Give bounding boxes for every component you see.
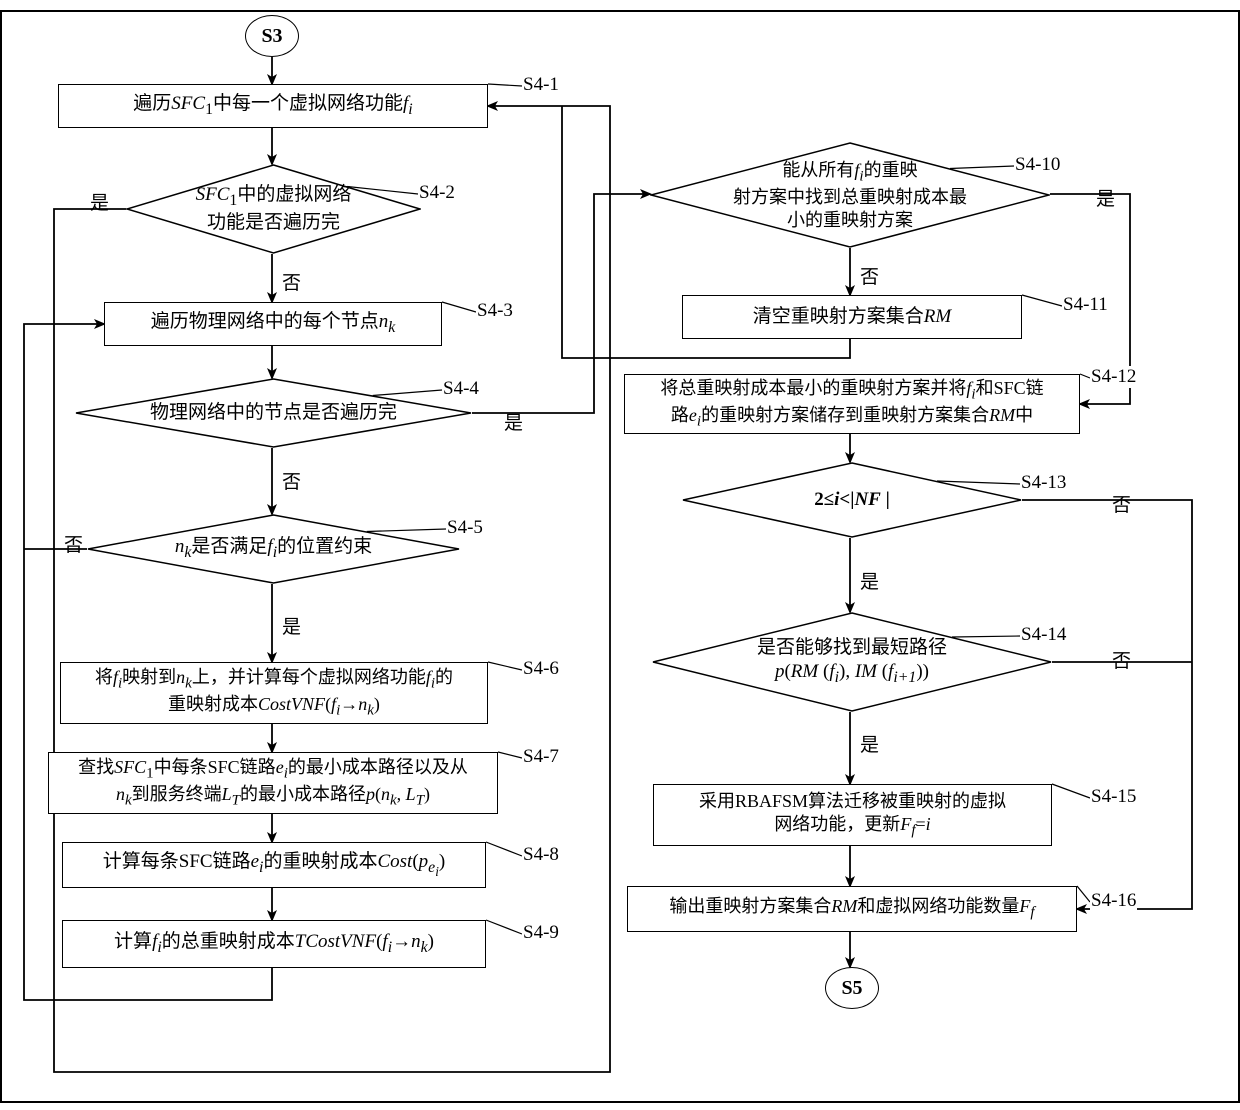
node-text-s4_5: nk是否满足fi的位置约束	[169, 535, 378, 563]
edge-label-s4_2_yes: 是	[90, 188, 109, 215]
node-text-s4_4: 物理网络中的节点是否遍历完	[144, 401, 403, 425]
node-s4_13: 2≤i<|NF |	[682, 462, 1022, 538]
tag-s4_7: S4-7	[522, 746, 560, 768]
node-s4_9: 计算fi的总重映射成本TCostVNF(fi→nk)	[62, 920, 486, 968]
node-s4_16: 输出重映射方案集合RM和虚拟网络功能数量Ff	[627, 886, 1077, 932]
node-s4_8: 计算每条SFC链路ei的重映射成本Cost(pei)	[62, 842, 486, 888]
node-text-s4_16: 输出重映射方案集合RM和虚拟网络功能数量Ff	[669, 895, 1034, 922]
tag-s4_16: S4-16	[1090, 890, 1137, 912]
edge-label-s4_13_yes: 是	[860, 567, 879, 594]
edge-label-s4_10_yes: 是	[1096, 184, 1115, 211]
edge-label-s4_4_no: 否	[282, 467, 301, 494]
node-s4_2: SFC1中的虚拟网络功能是否遍历完	[126, 164, 421, 254]
node-text-s3: S3	[261, 24, 282, 49]
node-text-s4_12: 将总重映射成本最小的重映射方案并将fi和SFC链路ei的重映射方案储存到重映射方…	[660, 377, 1043, 432]
node-text-s4_2: SFC1中的虚拟网络功能是否遍历完	[190, 183, 358, 234]
tag-s4_11: S4-11	[1062, 294, 1109, 316]
node-s4_15: 采用RBAFSM算法迁移被重映射的虚拟网络功能，更新Ff=i	[653, 784, 1052, 846]
edge-label-s4_5_no: 否	[64, 530, 83, 557]
node-s4_7: 查找SFC1中每条SFC链路ei的最小成本路径以及从nk到服务终端LT的最小成本…	[48, 752, 498, 814]
edge-label-s4_14_yes: 是	[860, 730, 879, 757]
node-s4_10: 能从所有fi的重映射方案中找到总重映射成本最小的重映射方案	[650, 142, 1050, 248]
tag-s4_3: S4-3	[476, 300, 514, 322]
node-text-s4_9: 计算fi的总重映射成本TCostVNF(fi→nk)	[114, 930, 434, 958]
edge-label-s4_10_no: 否	[860, 262, 879, 289]
node-s3: S3	[245, 15, 299, 57]
node-s4_14: 是否能够找到最短路径p(RM (fi), IM (fi+1))	[652, 612, 1052, 712]
tag-s4_14: S4-14	[1020, 624, 1067, 646]
tag-s4_9: S4-9	[522, 922, 560, 944]
node-text-s4_6: 将fi映射到nk上，并计算每个虚拟网络功能fi的重映射成本CostVNF(fi→…	[95, 666, 453, 721]
node-text-s4_8: 计算每条SFC链路ei的重映射成本Cost(pei)	[103, 850, 445, 880]
node-s4_11: 清空重映射方案集合RM	[682, 295, 1022, 339]
node-s4_4: 物理网络中的节点是否遍历完	[75, 378, 472, 448]
node-text-s4_10: 能从所有fi的重映射方案中找到总重映射成本最小的重映射方案	[727, 159, 973, 231]
node-text-s4_15: 采用RBAFSM算法迁移被重映射的虚拟网络功能，更新Ff=i	[699, 790, 1006, 840]
edge-label-s4_4_yes: 是	[504, 408, 523, 435]
node-text-s5: S5	[841, 976, 862, 1001]
node-text-s4_7: 查找SFC1中每条SFC链路ei的最小成本路径以及从nk到服务终端LT的最小成本…	[78, 756, 468, 811]
node-s4_6: 将fi映射到nk上，并计算每个虚拟网络功能fi的重映射成本CostVNF(fi→…	[60, 662, 488, 724]
node-text-s4_14: 是否能够找到最短路径p(RM (fi), IM (fi+1))	[751, 636, 953, 687]
node-s4_12: 将总重映射成本最小的重映射方案并将fi和SFC链路ei的重映射方案储存到重映射方…	[624, 374, 1080, 434]
tag-s4_12: S4-12	[1090, 366, 1137, 388]
node-text-s4_13: 2≤i<|NF |	[808, 488, 896, 512]
flowchart-container: S3 遍历SFC1中每一个虚拟网络功能fi SFC1中的虚拟网络功能是否遍历完遍历物…	[0, 10, 1240, 1103]
tag-s4_10: S4-10	[1014, 154, 1061, 176]
node-text-s4_1: 遍历SFC1中每一个虚拟网络功能fi	[133, 92, 412, 120]
edge-label-s4_14_no: 否	[1112, 646, 1131, 673]
edge-label-s4_2_no: 否	[282, 268, 301, 295]
tag-s4_13: S4-13	[1020, 472, 1067, 494]
tag-s4_2: S4-2	[418, 182, 456, 204]
tag-s4_5: S4-5	[446, 517, 484, 539]
tag-s4_1: S4-1	[522, 74, 560, 96]
tag-s4_4: S4-4	[442, 378, 480, 400]
edge-label-s4_5_yes: 是	[282, 612, 301, 639]
tag-s4_6: S4-6	[522, 658, 560, 680]
tag-s4_8: S4-8	[522, 844, 560, 866]
edge-label-s4_13_no: 否	[1112, 490, 1131, 517]
node-text-s4_3: 遍历物理网络中的每个节点nk	[151, 310, 396, 338]
tag-s4_15: S4-15	[1090, 786, 1137, 808]
node-s5: S5	[825, 967, 879, 1009]
node-s4_3: 遍历物理网络中的每个节点nk	[104, 302, 442, 346]
node-s4_5: nk是否满足fi的位置约束	[87, 514, 460, 584]
node-s4_1: 遍历SFC1中每一个虚拟网络功能fi	[58, 84, 488, 128]
node-text-s4_11: 清空重映射方案集合RM	[753, 305, 951, 329]
